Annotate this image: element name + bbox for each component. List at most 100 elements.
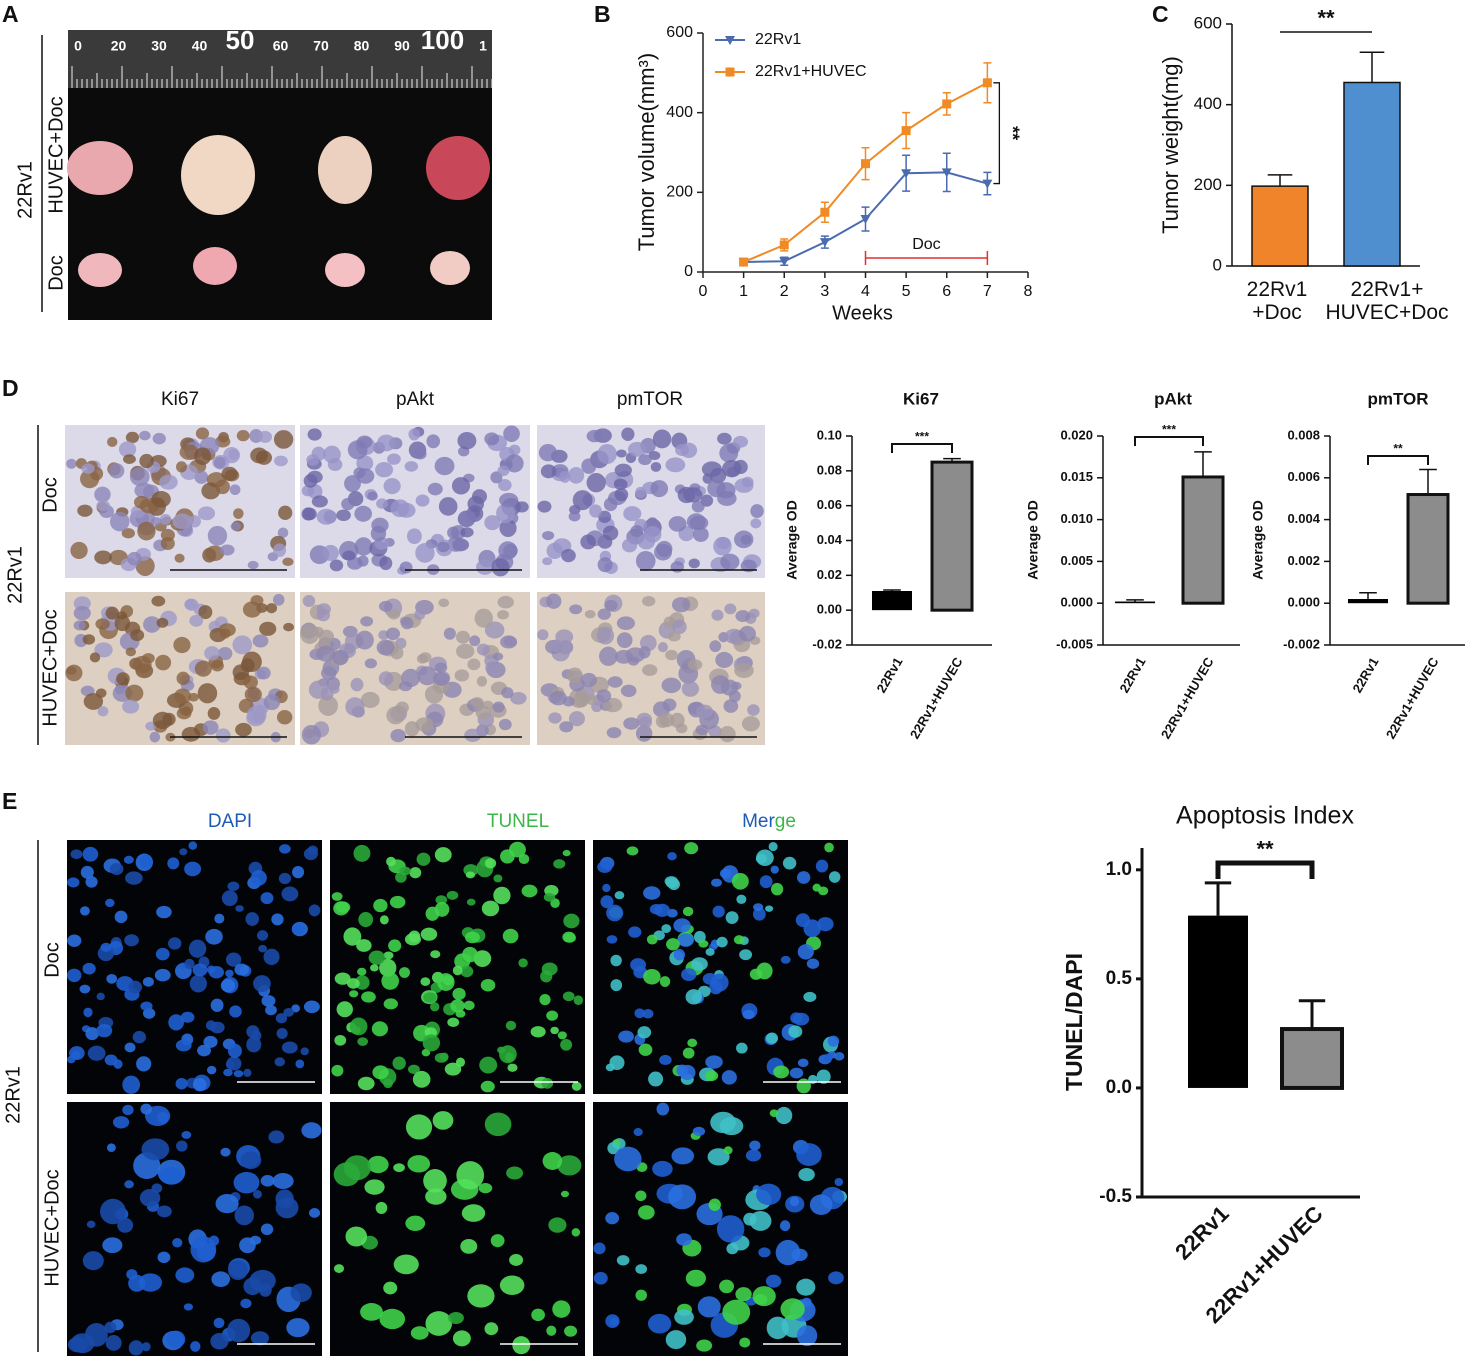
cell — [780, 955, 791, 964]
cell — [470, 697, 484, 707]
cell — [766, 1032, 779, 1044]
cell — [687, 1038, 698, 1048]
cell — [137, 521, 156, 541]
significance-label: ** — [1003, 126, 1023, 140]
cell — [223, 1068, 233, 1077]
cell — [218, 623, 236, 637]
cell — [616, 449, 627, 458]
cell — [505, 1020, 517, 1031]
cell — [701, 461, 722, 477]
cell — [139, 1188, 161, 1207]
cell — [206, 1065, 217, 1075]
cell — [309, 1208, 321, 1218]
cell — [687, 659, 703, 671]
cell — [630, 525, 644, 538]
cell — [648, 1071, 664, 1087]
cell — [771, 882, 784, 896]
cell — [682, 906, 694, 917]
cell — [420, 927, 438, 941]
cell — [194, 660, 212, 677]
cell — [347, 978, 360, 989]
cell — [141, 1342, 151, 1352]
x-tick-label: 22Rv1 +Doc — [1247, 278, 1308, 324]
cell — [557, 1031, 567, 1040]
cell — [291, 1004, 300, 1013]
y-tick-label: 0 — [1213, 255, 1222, 274]
cell — [254, 704, 266, 714]
cell — [377, 434, 396, 452]
cell — [720, 553, 740, 571]
cell — [414, 448, 427, 460]
cell — [710, 1111, 736, 1134]
row-label: Doc — [39, 477, 61, 513]
cell — [637, 533, 656, 550]
bar — [1406, 493, 1450, 605]
cell — [360, 616, 374, 627]
cell — [542, 1152, 563, 1170]
cell — [446, 890, 459, 900]
cell — [659, 976, 671, 987]
bar — [1188, 915, 1248, 1088]
cell — [479, 1056, 498, 1074]
cell — [666, 938, 680, 951]
cell — [229, 484, 241, 496]
cell — [541, 962, 558, 976]
cell — [447, 526, 460, 539]
cell — [597, 557, 613, 573]
cell — [506, 1166, 524, 1180]
column-label: Ki67 — [161, 389, 199, 410]
cell — [189, 974, 207, 993]
cell — [66, 666, 77, 675]
tumor — [78, 253, 122, 287]
significance-label: *** — [1162, 423, 1176, 437]
cell — [756, 1183, 782, 1206]
cell — [623, 506, 642, 522]
cell — [467, 1284, 495, 1308]
cell — [240, 1151, 262, 1170]
cell — [480, 978, 496, 992]
panel-letter: E — [2, 788, 17, 814]
cell — [407, 1064, 420, 1074]
cell — [176, 1140, 188, 1152]
cell — [188, 841, 198, 850]
cell — [724, 603, 737, 615]
y-tick-label: 200 — [1194, 175, 1222, 194]
cell — [493, 874, 503, 883]
cell — [733, 935, 745, 945]
cell — [409, 867, 422, 879]
error-bar — [1359, 51, 1385, 83]
y-tick-label: -0.002 — [1283, 636, 1320, 651]
ruler-label: 60 — [273, 38, 289, 54]
legend-label: 22Rv1+HUVEC — [755, 63, 867, 80]
cell — [790, 1012, 803, 1024]
cell — [598, 510, 612, 523]
cell — [553, 859, 566, 869]
cell — [263, 694, 281, 711]
marker — [982, 179, 993, 189]
chart-title: Ki67 — [903, 389, 939, 408]
cell — [559, 721, 574, 733]
cell — [250, 1331, 269, 1346]
y-tick-label: 0.004 — [1287, 511, 1320, 526]
cell — [476, 643, 490, 656]
cell — [140, 1001, 153, 1011]
cell — [331, 892, 343, 901]
cell — [606, 727, 622, 739]
cell — [331, 1064, 344, 1077]
cell — [354, 505, 373, 522]
cell — [834, 1052, 845, 1061]
cell — [675, 444, 690, 456]
cell — [689, 515, 709, 530]
cell — [681, 681, 700, 697]
cell — [661, 924, 672, 933]
cell — [824, 842, 834, 853]
cell — [251, 1030, 262, 1041]
cell — [509, 1253, 524, 1266]
cell — [176, 671, 190, 685]
cell — [192, 1077, 207, 1092]
cell — [705, 948, 715, 956]
cell — [549, 690, 567, 706]
label-line: 22Rv1+ — [1351, 278, 1424, 301]
label-line: +Doc — [1252, 301, 1302, 324]
cell — [420, 977, 431, 986]
